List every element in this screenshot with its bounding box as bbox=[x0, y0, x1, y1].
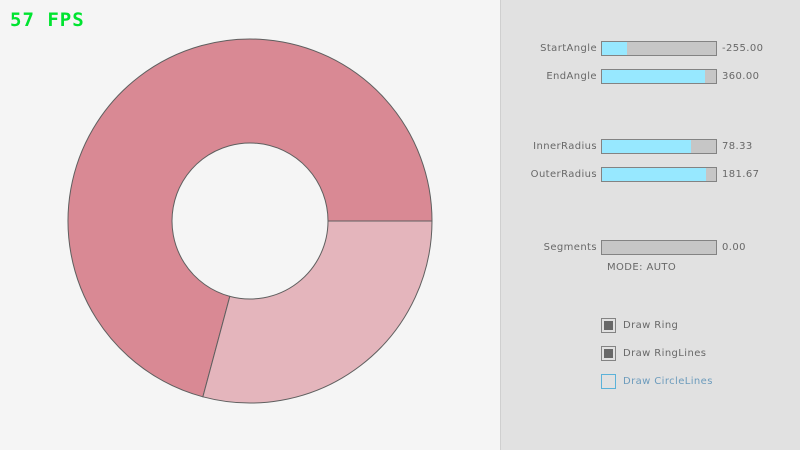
start-angle-slider-fill bbox=[602, 42, 627, 55]
outer-radius-label: OuterRadius bbox=[530, 169, 597, 180]
draw-ring-lines-label: Draw RingLines bbox=[623, 348, 707, 359]
fps-counter: 57 FPS bbox=[10, 9, 85, 31]
checkbox-row-draw-ring-lines: Draw RingLines bbox=[601, 346, 800, 361]
start-angle-slider[interactable] bbox=[601, 41, 717, 56]
slider-row-segments: Segments 0.00 bbox=[501, 240, 800, 255]
end-angle-slider-fill bbox=[602, 70, 705, 83]
checkbox-row-draw-circle-lines: Draw CircleLines bbox=[601, 374, 800, 389]
slider-row-outer-radius: OuterRadius 181.67 bbox=[501, 167, 800, 182]
segments-slider[interactable] bbox=[601, 240, 717, 255]
inner-radius-value: 78.33 bbox=[722, 141, 753, 152]
ring-sector-double-drawn bbox=[67, 38, 433, 398]
draw-circle-lines-label: Draw CircleLines bbox=[623, 376, 713, 387]
draw-circle-lines-checkbox[interactable] bbox=[601, 374, 616, 389]
start-angle-value: -255.00 bbox=[722, 43, 764, 54]
end-angle-slider[interactable] bbox=[601, 69, 717, 84]
slider-row-end-angle: EndAngle 360.00 bbox=[501, 69, 800, 84]
slider-row-inner-radius: InnerRadius 78.33 bbox=[501, 139, 800, 154]
checkmark-icon bbox=[604, 349, 613, 358]
outer-radius-slider[interactable] bbox=[601, 167, 717, 182]
inner-radius-slider-fill bbox=[602, 140, 692, 153]
ring-sector-single-drawn bbox=[202, 220, 433, 404]
segments-value: 0.00 bbox=[722, 242, 746, 253]
inner-radius-slider[interactable] bbox=[601, 139, 717, 154]
ring-svg bbox=[67, 38, 433, 404]
draw-ring-lines-checkbox[interactable] bbox=[601, 346, 616, 361]
checkbox-row-draw-ring: Draw Ring bbox=[601, 318, 800, 333]
draw-ring-checkbox[interactable] bbox=[601, 318, 616, 333]
inner-radius-label: InnerRadius bbox=[533, 141, 597, 152]
mode-label: MODE: AUTO bbox=[607, 262, 677, 273]
end-angle-label: EndAngle bbox=[546, 71, 597, 82]
checkmark-icon bbox=[604, 321, 613, 330]
ring-preview-area: 57 FPS bbox=[10, 9, 433, 404]
outer-radius-slider-fill bbox=[602, 168, 706, 181]
segments-label: Segments bbox=[543, 242, 597, 253]
end-angle-value: 360.00 bbox=[722, 71, 760, 82]
start-angle-label: StartAngle bbox=[540, 43, 597, 54]
controls-panel: StartAngle -255.00 EndAngle 360.00 Inner… bbox=[500, 0, 800, 450]
draw-ring-label: Draw Ring bbox=[623, 320, 679, 331]
slider-row-start-angle: StartAngle -255.00 bbox=[501, 41, 800, 56]
outer-radius-value: 181.67 bbox=[722, 169, 760, 180]
